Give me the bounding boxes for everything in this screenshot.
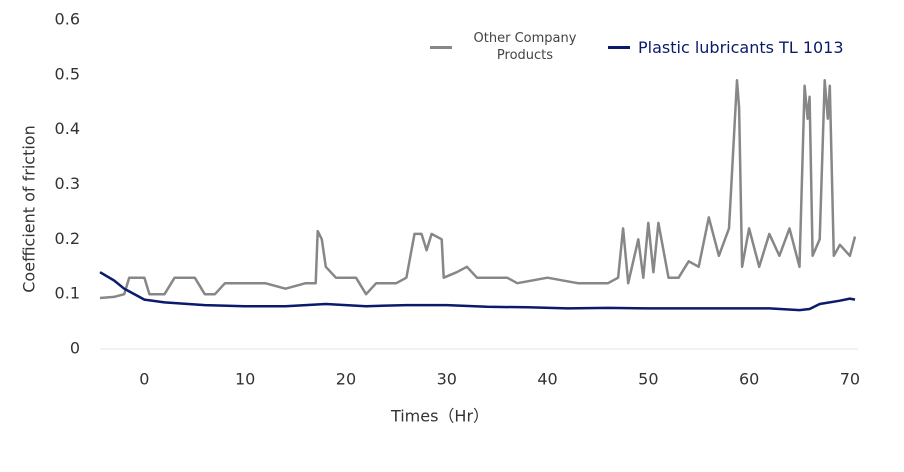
legend-item: Other Company Products: [430, 30, 590, 64]
x-tick-label: 20: [336, 370, 356, 389]
y-tick-label: 0.3: [55, 174, 80, 193]
y-tick-label: 0.4: [55, 119, 80, 138]
x-tick-label: 60: [739, 370, 759, 389]
legend-label: Plastic lubricants TL 1013: [638, 37, 844, 57]
x-tick-label: 10: [235, 370, 255, 389]
x-axis-title: Times（Hr）: [390, 407, 489, 426]
legend-swatch: [608, 45, 630, 49]
x-tick-label: 50: [638, 370, 658, 389]
y-tick-label: 0.1: [55, 284, 80, 303]
y-tick-label: 0: [70, 339, 80, 358]
x-tick-label: 40: [537, 370, 557, 389]
series-line: [99, 79, 857, 300]
legend-item: Plastic lubricants TL 1013: [608, 38, 844, 57]
legend: Other Company Products Plastic lubricants…: [430, 30, 844, 64]
y-tick-label: 0.5: [55, 64, 80, 83]
x-tick-label: 70: [840, 370, 860, 389]
legend-label: Other Company Products: [473, 31, 577, 63]
x-tick-label: 0: [139, 370, 149, 389]
legend-swatch: [430, 45, 452, 49]
x-tick-label: 30: [437, 370, 457, 389]
series-line: [99, 271, 856, 312]
y-tick-label: 0.6: [55, 10, 80, 29]
y-tick-label: 0.2: [55, 229, 80, 248]
y-axis-title: Coefficient of friction: [20, 125, 39, 292]
